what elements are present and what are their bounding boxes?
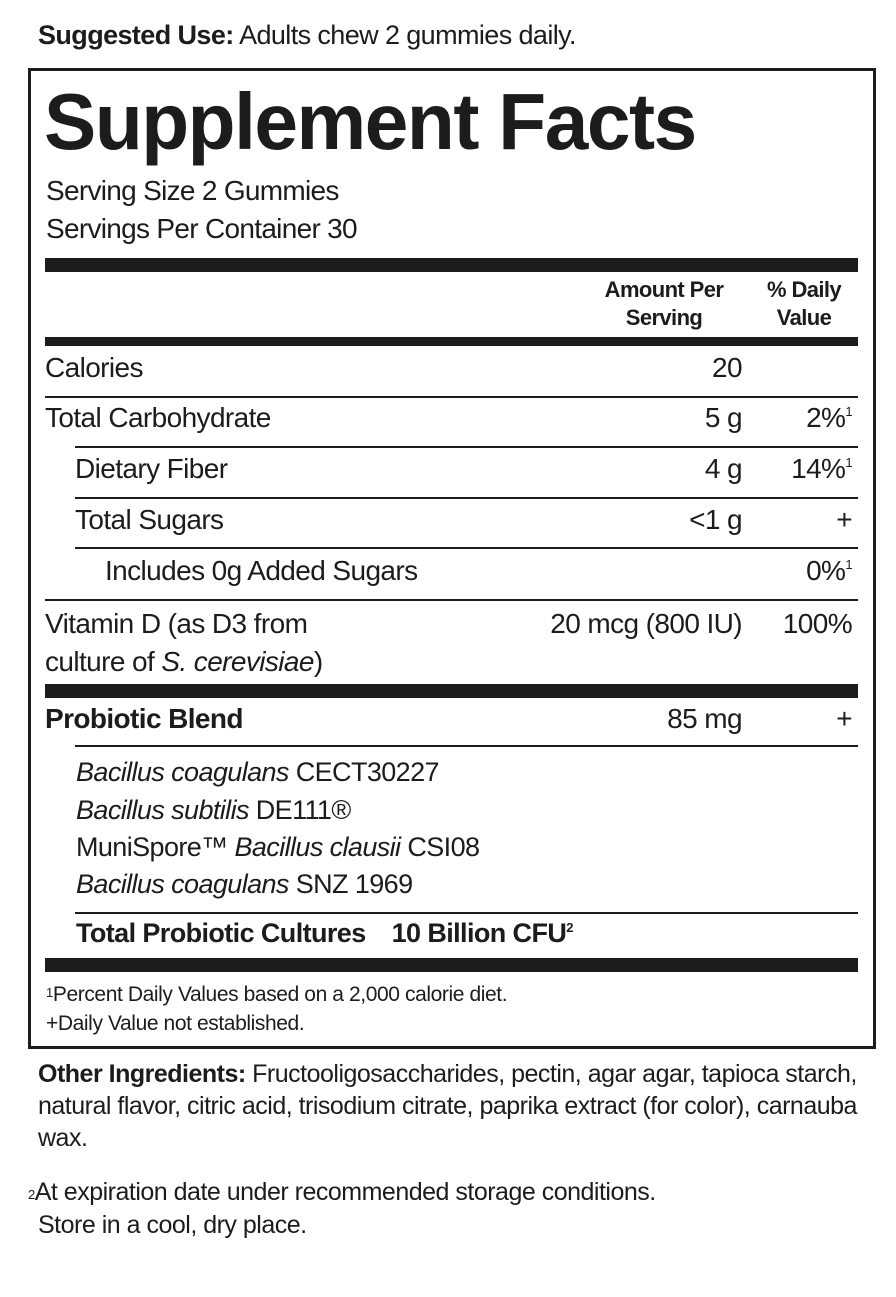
dv-value: 2% bbox=[806, 402, 846, 433]
strain-item: Bacillus coagulans CECT30227 bbox=[76, 757, 440, 788]
nutrient-amount: 5 g bbox=[704, 402, 743, 433]
header-text: Serving bbox=[625, 305, 703, 330]
nutrient-label: Vitamin D (as D3 from culture of S. cerev… bbox=[45, 605, 323, 681]
strain-species: Bacillus clausii bbox=[234, 832, 401, 862]
strain-code: SNZ 1969 bbox=[288, 869, 413, 899]
suggested-use-label: Suggested Use: bbox=[38, 20, 234, 50]
expiration-note: 2At expiration date under recommended st… bbox=[28, 1176, 656, 1242]
nutrient-amount: 20 bbox=[712, 352, 743, 383]
thick-divider bbox=[45, 258, 858, 272]
footnote-1: 1Percent Daily Values based on a 2,000 c… bbox=[46, 983, 508, 1007]
nutrient-dv: 14%1 bbox=[791, 453, 852, 485]
other-ingredients-text: Fructooligosaccharides, pectin, agar aga… bbox=[38, 1060, 857, 1152]
amount-per-serving-header: Amount Per Serving bbox=[588, 276, 740, 332]
vitamin-d-line1: Vitamin D (as D3 from bbox=[45, 608, 308, 639]
nutrient-label: Calories bbox=[45, 352, 144, 383]
divider bbox=[75, 547, 858, 549]
nutrient-dv: 2%1 bbox=[806, 402, 852, 434]
suggested-use-text: Adults chew 2 gummies daily. bbox=[233, 20, 576, 50]
header-text: Amount Per bbox=[604, 277, 724, 302]
vitamin-d-line2-end: ) bbox=[313, 646, 323, 677]
nutrient-label: Total Carbohydrate bbox=[45, 402, 271, 433]
dv-value: 14% bbox=[791, 453, 846, 484]
strain-code: DE111® bbox=[248, 795, 351, 825]
footnote-mark: 1 bbox=[845, 455, 852, 470]
header-text: Value bbox=[776, 305, 832, 330]
strain-species: Bacillus subtilis bbox=[76, 795, 249, 825]
footnote-mark: 2 bbox=[28, 1187, 35, 1202]
probiotic-amount: 85 mg bbox=[667, 703, 742, 734]
probiotic-dv: + bbox=[836, 703, 852, 734]
divider bbox=[75, 497, 858, 499]
divider bbox=[45, 396, 858, 398]
nutrient-amount: <1 g bbox=[689, 504, 742, 535]
strain-code: CECT30227 bbox=[288, 757, 440, 787]
nutrient-dv: 0%1 bbox=[806, 555, 852, 587]
other-ingredients: Other Ingredients: Fructooligosaccharide… bbox=[38, 1058, 868, 1154]
strain-code: CSI08 bbox=[400, 832, 480, 862]
footnote-mark: 1 bbox=[845, 404, 852, 419]
total-cultures-amount: 10 Billion CFU bbox=[391, 918, 567, 948]
strain-prefix: MuniSpore™ bbox=[76, 832, 235, 862]
daily-value-header: % Daily Value bbox=[752, 276, 856, 332]
nutrient-amount: 20 mcg (800 IU) bbox=[550, 608, 742, 639]
suggested-use: Suggested Use: Adults chew 2 gummies dai… bbox=[38, 20, 577, 51]
thick-divider bbox=[45, 337, 858, 346]
storage-text: Store in a cool, dry place. bbox=[38, 1211, 307, 1239]
nutrient-dv: + bbox=[836, 504, 852, 535]
divider bbox=[75, 745, 858, 747]
divider bbox=[75, 446, 858, 448]
header-text: % Daily bbox=[766, 277, 842, 302]
strain-item: Bacillus coagulans SNZ 1969 bbox=[76, 869, 413, 900]
footnote-mark: 1 bbox=[46, 985, 53, 1000]
strain-item: Bacillus subtilis DE111® bbox=[76, 795, 351, 826]
nutrient-label: Includes 0g Added Sugars bbox=[105, 555, 418, 586]
nutrient-dv: 100% bbox=[782, 608, 853, 639]
strain-species: Bacillus coagulans bbox=[76, 869, 289, 899]
serving-size: Serving Size 2 Gummies bbox=[46, 175, 339, 206]
footnote-mark: 1 bbox=[845, 557, 852, 572]
divider bbox=[45, 599, 858, 601]
footnote-text: Percent Daily Values based on a 2,000 ca… bbox=[52, 983, 508, 1006]
supplement-facts-panel bbox=[28, 68, 876, 1049]
probiotic-label: Probiotic Blend bbox=[45, 703, 244, 734]
thick-divider bbox=[45, 958, 858, 972]
divider bbox=[75, 912, 858, 914]
vitamin-d-source: S. cerevisiae bbox=[161, 646, 314, 677]
strain-item: MuniSpore™ Bacillus clausii CSI08 bbox=[76, 832, 480, 863]
other-ingredients-label: Other Ingredients: bbox=[38, 1060, 246, 1088]
dv-value: 0% bbox=[806, 555, 846, 586]
nutrient-label: Total Sugars bbox=[75, 504, 224, 535]
footnote-mark: 2 bbox=[566, 920, 573, 935]
footnote-2: +Daily Value not established. bbox=[46, 1012, 305, 1035]
servings-per-container: Servings Per Container 30 bbox=[46, 213, 358, 244]
total-probiotic-cultures: Total Probiotic Cultures 10 Billion CFU2 bbox=[76, 918, 573, 949]
strain-species: Bacillus coagulans bbox=[76, 757, 289, 787]
thick-divider bbox=[45, 684, 858, 698]
nutrient-amount: 4 g bbox=[704, 453, 743, 484]
expiration-text: At expiration date under recommended sto… bbox=[34, 1178, 657, 1206]
total-cultures-label: Total Probiotic Cultures bbox=[76, 918, 366, 948]
vitamin-d-line2: culture of bbox=[45, 646, 162, 677]
nutrient-label: Dietary Fiber bbox=[75, 453, 228, 484]
panel-title: Supplement Facts bbox=[44, 77, 697, 166]
